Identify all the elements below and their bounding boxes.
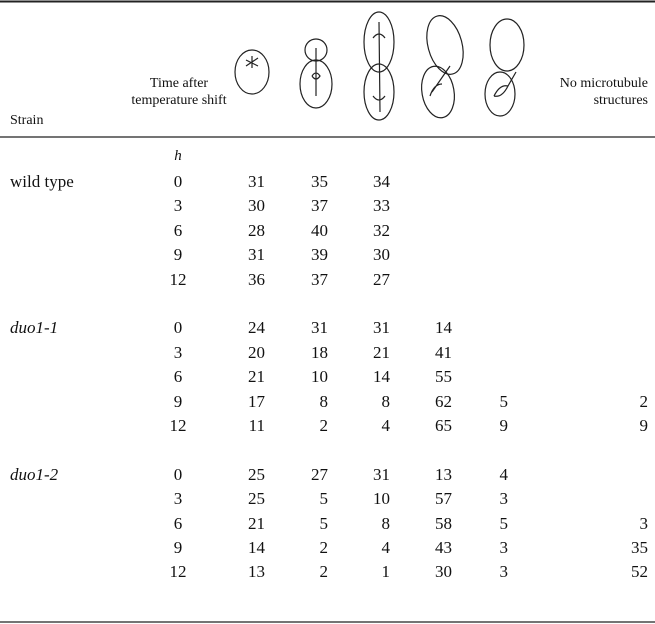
strain-name: duo1-1 [10,318,59,338]
count-cell: 25 [248,489,265,509]
count-cell: 30 [435,562,452,582]
time-header: Time after temperature shift [131,76,227,108]
count-cell: 3 [499,489,509,509]
time-cell: 6 [173,367,183,387]
time-cell: 9 [173,391,183,411]
count-cell: 8 [319,391,329,411]
count-cell: 8 [381,391,391,411]
count-cell: 4 [381,538,391,557]
count-cell: 3 [499,562,509,582]
count-cell: 5 [499,391,509,411]
count-cell: 9 [499,416,509,435]
count-cell: 40 [311,220,328,240]
count-cell: 13 [435,464,452,484]
time-cell: 6 [173,220,183,240]
count-cell: 30 [248,196,265,216]
count-cell: 31 [248,172,265,191]
count-cell: 3 [639,513,649,533]
count-cell: 24 [248,318,265,338]
strain-header: Strain [10,113,44,128]
count-cell: 2 [319,416,329,435]
count-cell: 1 [381,562,391,582]
unit-label: h [174,148,182,164]
count-cell: 35 [311,172,328,191]
time-cell: 9 [173,245,183,265]
count-cell: 52 [631,562,648,582]
count-cell: 55 [435,367,452,387]
count-cell: 27 [373,269,390,289]
count-cell: 11 [248,416,265,435]
count-cell: 5 [319,489,329,509]
count-cell: 30 [373,245,390,265]
cell-icon-2 [299,38,333,109]
strain-name: wild type [10,172,74,191]
count-cell: 13 [248,562,265,582]
count-cell: 17 [248,391,265,411]
time-cell: 6 [173,513,183,533]
count-cell: 4 [499,464,509,484]
count-cell: 21 [373,342,390,362]
time-cell: 12 [169,562,187,582]
cell-icon-4 [421,15,464,119]
count-cell: 27 [311,464,328,484]
count-cell: 4 [381,416,391,435]
count-cell: 65 [435,416,452,435]
time-cell: 3 [173,342,183,362]
time-cell: 0 [173,172,183,191]
count-cell: 14 [435,318,452,338]
count-cell: 57 [435,489,452,509]
time-cell: 0 [173,464,183,484]
count-cell: 21 [248,367,265,387]
no-microtubule-header: No microtubule structures [559,76,648,108]
time-cell: 0 [173,318,183,338]
cell-icon-1 [234,49,270,95]
count-cell: 41 [435,342,452,362]
count-cell: 43 [435,538,452,557]
count-cell: 34 [373,172,390,191]
count-cell: 10 [311,367,328,387]
count-cell: 2 [319,538,329,557]
count-cell: 58 [435,513,452,533]
count-cell: 25 [248,464,265,484]
cell-icon-3 [363,11,395,121]
time-cell: 3 [173,196,183,216]
count-cell: 39 [311,245,328,265]
count-cell: 20 [248,342,265,362]
count-cell: 35 [631,538,648,557]
count-cell: 18 [311,342,328,362]
count-cell: 10 [373,489,390,509]
time-cell: 12 [169,269,187,289]
count-cell: 14 [248,538,265,557]
count-cell: 28 [248,220,265,240]
count-cell: 36 [248,269,265,289]
count-cell: 8 [381,513,391,533]
count-cell: 3 [499,538,509,557]
count-cell: 5 [499,513,509,533]
count-cell: 32 [373,220,390,240]
count-cell: 2 [319,562,329,582]
count-cell: 9 [639,416,649,435]
count-cell: 62 [435,391,452,411]
strain-name: duo1-2 [10,464,59,484]
count-cell: 2 [639,391,649,411]
time-cell: 9 [173,538,183,557]
count-cell: 37 [311,269,328,289]
count-cell: 31 [373,318,390,338]
count-cell: 31 [248,245,265,265]
count-cell: 31 [373,464,390,484]
count-cell: 21 [248,513,265,533]
time-cell: 3 [173,489,183,509]
time-cell: 12 [169,416,187,435]
count-cell: 14 [373,367,390,387]
count-cell: 33 [373,196,390,216]
cell-icon-5 [484,18,525,117]
count-cell: 5 [319,513,329,533]
count-cell: 31 [311,318,328,338]
count-cell: 37 [311,196,328,216]
